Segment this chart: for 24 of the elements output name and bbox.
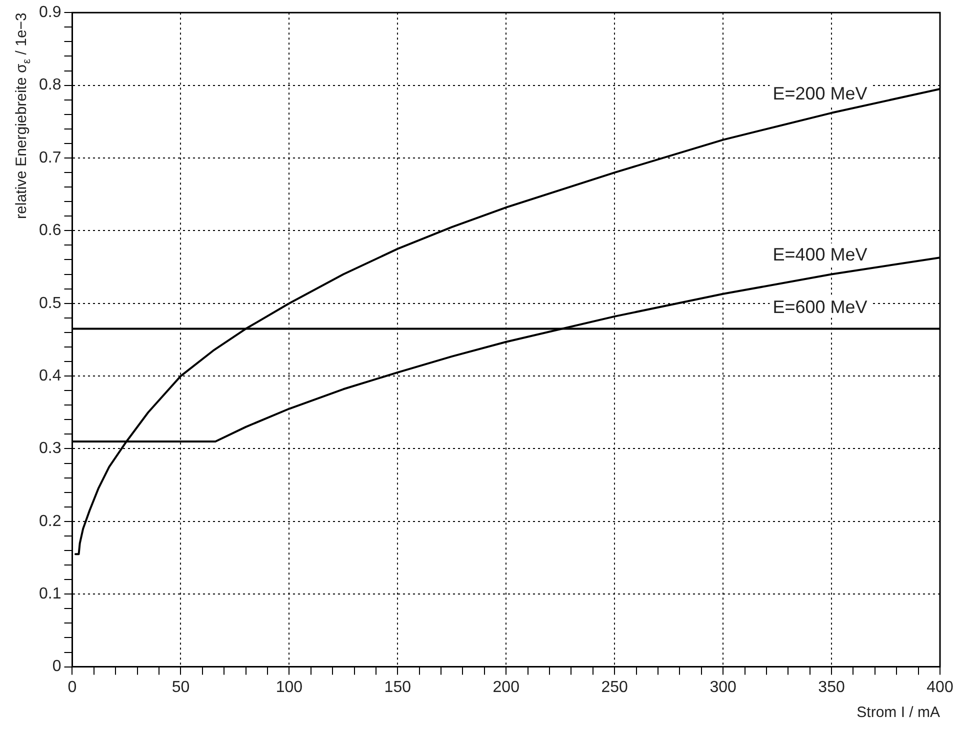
- y-axis-title: relative Energiebreite σε / 1e−3: [13, 12, 33, 219]
- y-tick-label: 0.1: [38, 586, 62, 603]
- x-tick-label: 350: [818, 678, 845, 696]
- series-label: E=200 MeV: [772, 84, 868, 104]
- y-tick-label: 0: [52, 658, 62, 676]
- y-tick-label: 0.8: [38, 76, 62, 94]
- x-tick-label: 200: [492, 678, 520, 696]
- y-tick-label: 0.5: [38, 294, 62, 312]
- x-tick-label: 50: [172, 678, 190, 696]
- y-tick-label: 0.4: [38, 367, 62, 384]
- x-tick-label: 0: [68, 678, 77, 696]
- y-tick-label: 0.9: [38, 4, 62, 22]
- x-axis-title: Strom I / mA: [856, 704, 940, 722]
- x-tick-label: 300: [710, 678, 737, 696]
- y-tick-label: 0.6: [38, 222, 62, 240]
- x-tick-label: 150: [384, 678, 412, 696]
- y-tick-label: 0.7: [38, 149, 62, 166]
- y-tick-label: 0.3: [38, 440, 62, 458]
- series-label: E=400 MeV: [772, 244, 868, 264]
- x-tick-label: 400: [926, 678, 954, 696]
- series-label: E=600 MeV: [772, 296, 868, 317]
- x-tick-label: 250: [601, 678, 628, 696]
- y-tick-label: 0.2: [38, 512, 62, 530]
- x-tick-label: 100: [276, 678, 303, 696]
